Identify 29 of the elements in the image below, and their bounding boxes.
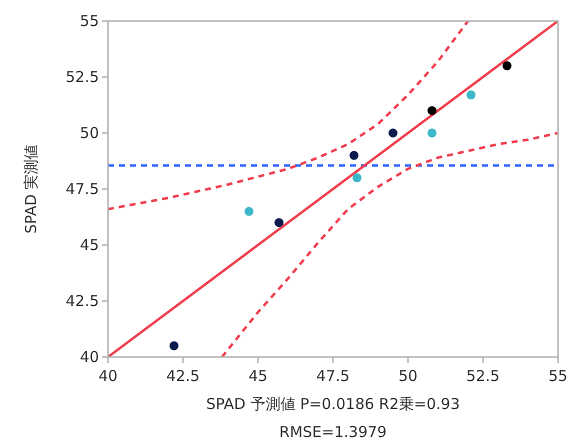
y-tick-label: 47.5: [66, 180, 99, 198]
text: RMSE=1.3979: [279, 423, 387, 441]
line-series: [108, 21, 470, 210]
point: [388, 128, 398, 138]
point: [350, 150, 358, 160]
y-tick-label: 52.5: [66, 68, 99, 86]
point: [352, 173, 362, 182]
x-tick-label: 55: [548, 367, 568, 385]
point: [274, 218, 284, 228]
y-tick-label: 45: [80, 236, 99, 254]
x-axis-title: SPAD 予測値 P=0.0186 R2乗=0.93: [206, 395, 460, 413]
x-tick-label: 40: [98, 367, 118, 385]
x-tick-label: 50: [398, 367, 418, 385]
x-tick-label: 45: [248, 367, 268, 385]
point: [428, 128, 436, 138]
y-tick-label: 40: [80, 348, 99, 366]
y-tick-label: 50: [80, 124, 99, 142]
point: [428, 106, 436, 116]
point: [502, 61, 512, 70]
x-tick-label: 52.5: [466, 367, 500, 385]
point: [244, 206, 254, 216]
y-tick-label: 55: [80, 12, 99, 30]
y-tick-label: 42.5: [66, 292, 99, 310]
y-axis-title: SPAD 実測値: [22, 144, 40, 234]
line-series: [220, 132, 558, 357]
point: [466, 90, 476, 100]
x-tick-label: 47.5: [316, 367, 350, 385]
x-tick-label: 42.5: [166, 367, 200, 385]
point: [170, 341, 178, 350]
